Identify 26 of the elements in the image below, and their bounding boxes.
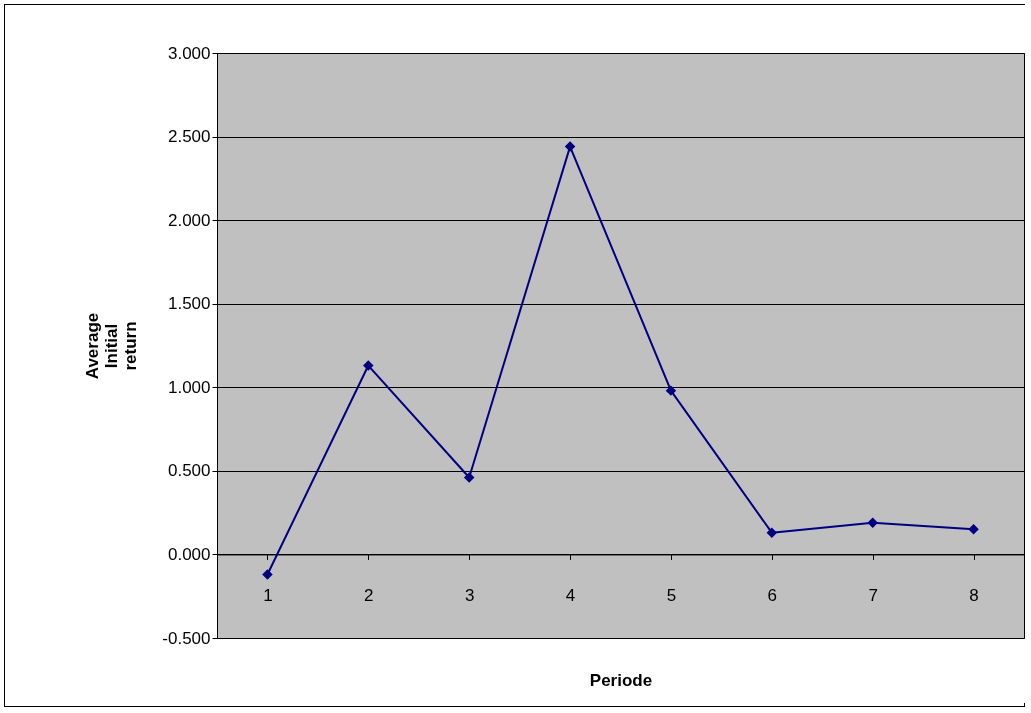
point: [564, 141, 576, 152]
y-tick-label: 0.500: [167, 461, 211, 481]
y-tick-label: 3.000: [167, 43, 211, 63]
y-axis-title: Average Initial return: [83, 312, 141, 380]
x-tick-label: 2: [364, 585, 374, 605]
x-axis-title: Periode: [589, 670, 653, 690]
x-tick-label: 7: [868, 585, 878, 605]
y-tick-label: 0.000: [167, 544, 211, 564]
point: [867, 517, 878, 528]
x-tick-label: 1: [263, 585, 273, 605]
x-tick-label: 3: [464, 585, 475, 605]
y-tick-label: 2.500: [167, 127, 211, 147]
point: [262, 569, 273, 580]
x-tick-label: 5: [666, 585, 677, 605]
x-tick-label: 8: [969, 585, 979, 605]
y-tick-label: 2.000: [167, 210, 211, 230]
y-tick-label: 1.500: [167, 294, 211, 314]
y-tick-label: -0.500: [162, 628, 211, 648]
x-tick-label: 6: [767, 585, 778, 605]
y-tick-label: 1.000: [167, 377, 211, 397]
point: [968, 524, 979, 535]
point: [363, 360, 374, 371]
point: [463, 472, 475, 483]
point: [665, 385, 677, 396]
x-tick-label: 4: [565, 585, 576, 605]
point: [766, 527, 778, 538]
